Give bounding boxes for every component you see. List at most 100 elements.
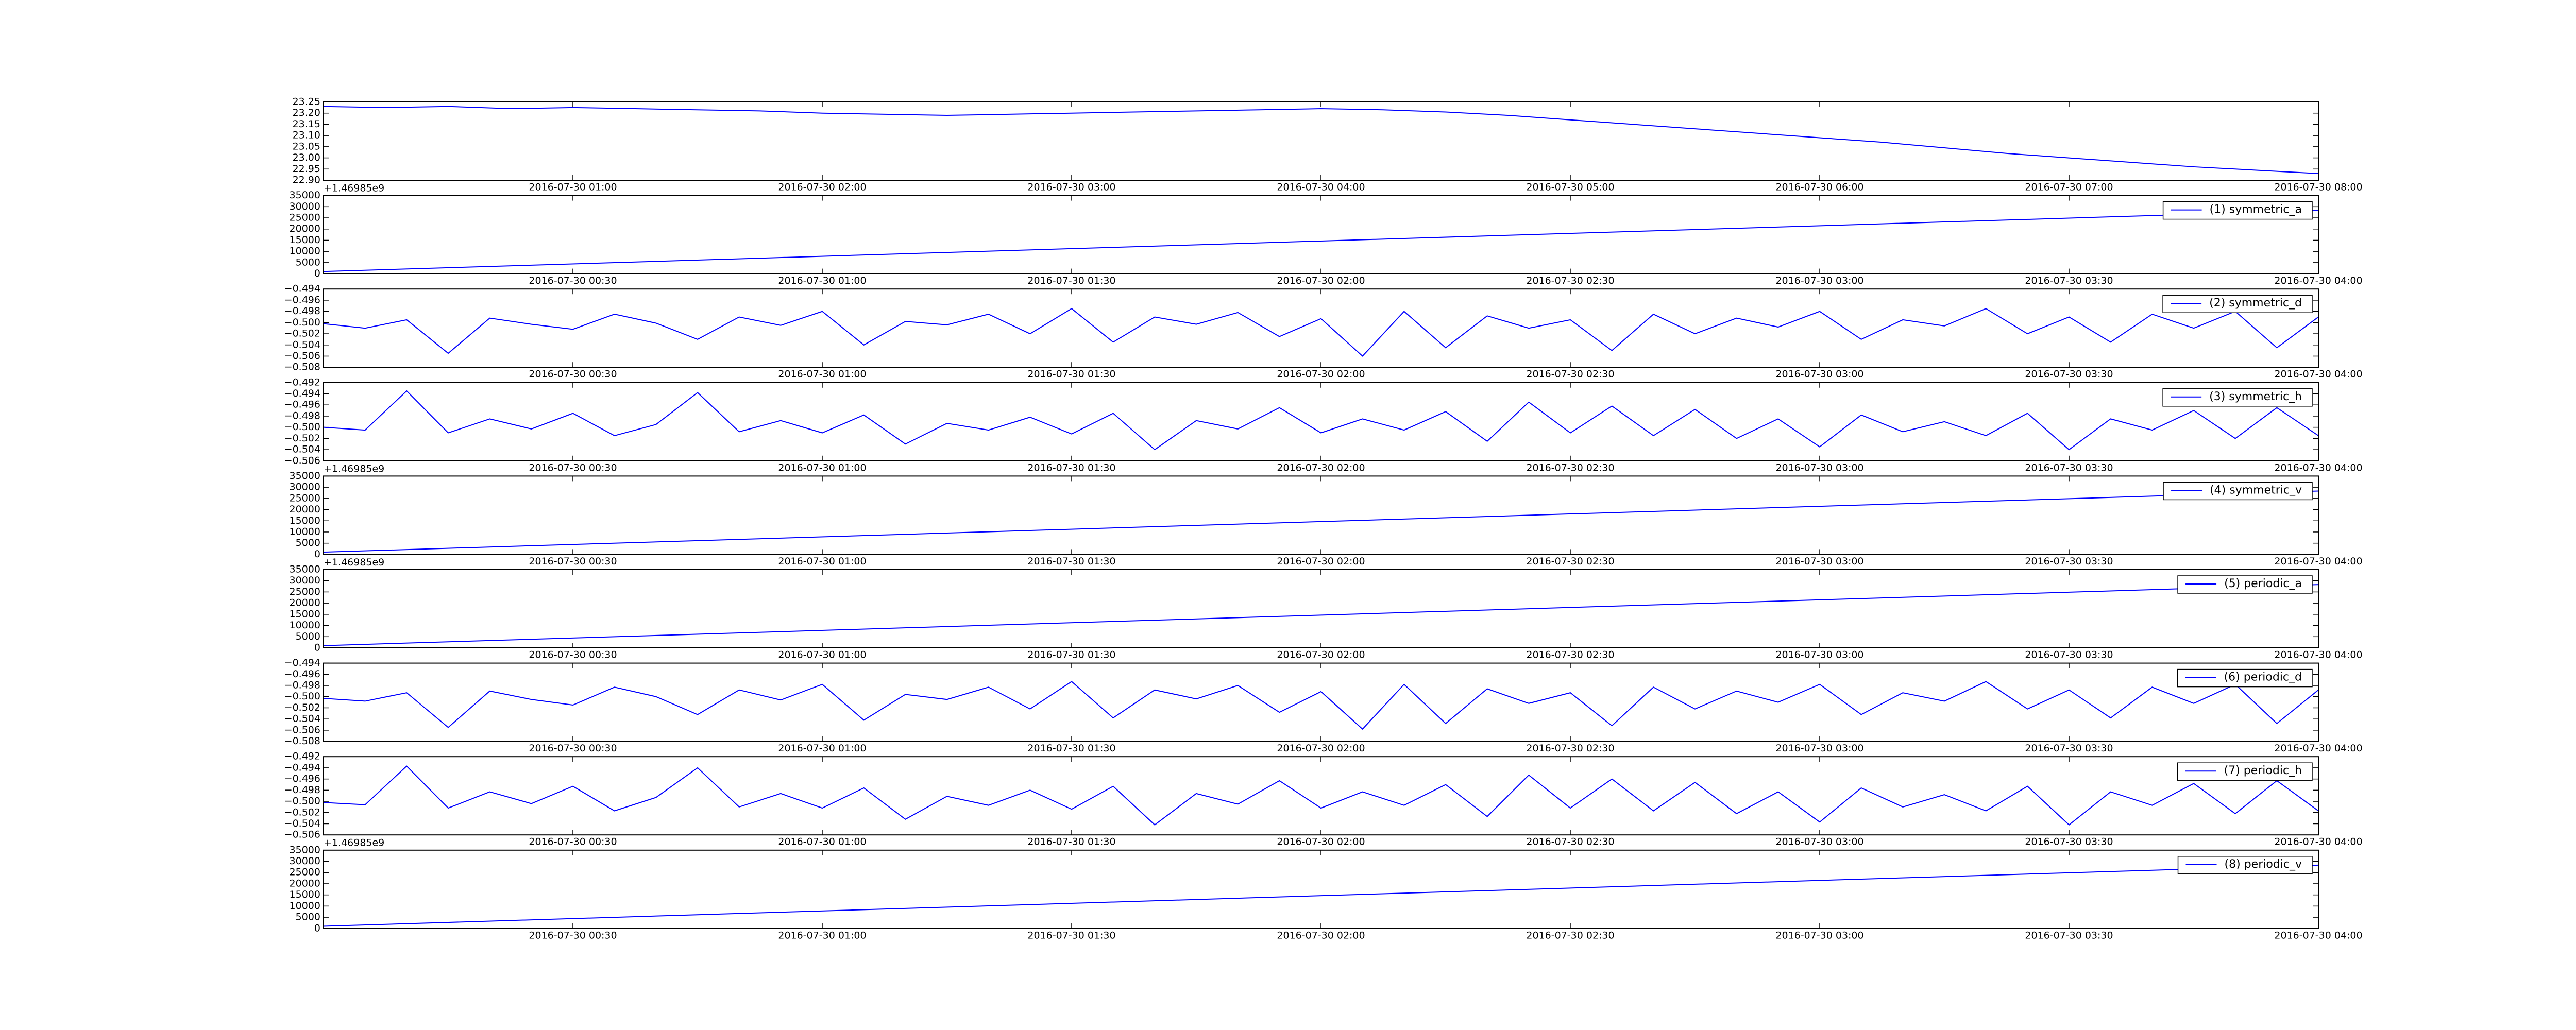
subplot: 22.9022.9523.0023.0523.1023.1523.2023.25…	[293, 96, 2363, 194]
x-tick-label: 2016-07-30 04:00	[2274, 556, 2362, 567]
axes-frame	[323, 288, 2319, 368]
x-tick-label: 2016-07-30 01:00	[778, 369, 866, 380]
x-tick-label: 2016-07-30 02:00	[1277, 649, 1365, 661]
legend: (3) symmetric_h	[2162, 388, 2313, 407]
y-tick-label: −0.504	[284, 818, 320, 829]
x-tick-label: 2016-07-30 01:00	[778, 930, 866, 941]
x-tick-label: 2016-07-30 03:30	[2025, 743, 2113, 754]
legend-label: (8) periodic_v	[2225, 858, 2302, 871]
y-tick-label: −0.494	[284, 283, 320, 295]
y-tick-label: 0	[314, 268, 320, 279]
y-tick-label: −0.496	[284, 399, 320, 410]
offset-text: +1.46985e9	[324, 557, 384, 568]
subplot: −0.506−0.504−0.502−0.500−0.498−0.496−0.4…	[284, 376, 2363, 474]
y-tick-label: −0.502	[284, 806, 320, 818]
y-tick-label: 5000	[296, 537, 320, 548]
y-tick-label: 23.10	[293, 130, 320, 141]
y-tick-label: 10000	[290, 246, 320, 257]
x-tick-label: 2016-07-30 01:30	[1027, 462, 1115, 473]
y-tick-label: 30000	[290, 482, 320, 493]
y-tick-label: 5000	[296, 631, 320, 642]
x-tick-label: 2016-07-30 03:30	[2025, 556, 2113, 567]
subplot: −0.508−0.506−0.504−0.502−0.500−0.498−0.4…	[284, 283, 2363, 380]
legend-label: (5) periodic_a	[2224, 577, 2302, 590]
x-tick-label: 2016-07-30 01:30	[1027, 930, 1115, 941]
y-tick-label: 0	[314, 642, 320, 654]
y-tick-label: 20000	[290, 223, 320, 234]
legend: (8) periodic_v	[2177, 856, 2313, 874]
x-tick-label: 2016-07-30 03:30	[2025, 462, 2113, 473]
y-tick-label: −0.498	[284, 680, 320, 691]
series-line	[324, 864, 2318, 927]
subplot: −0.506−0.504−0.502−0.500−0.498−0.496−0.4…	[284, 751, 2363, 849]
x-tick-label: 2016-07-30 02:30	[1526, 649, 1614, 661]
legend-label: (4) symmetric_v	[2210, 484, 2302, 496]
x-tick-label: 2016-07-30 01:30	[1027, 556, 1115, 567]
axes-frame	[323, 101, 2319, 181]
x-tick-label: 2016-07-30 03:00	[1775, 556, 1863, 567]
x-tick-label: 2016-07-30 03:30	[2025, 369, 2113, 380]
x-tick-label: 2016-07-30 02:00	[1277, 462, 1365, 473]
y-tick-label: 23.00	[293, 152, 320, 163]
x-tick-label: 2016-07-30 08:00	[2274, 182, 2362, 193]
x-tick-label: 2016-07-30 01:00	[778, 743, 866, 754]
x-tick-label: 2016-07-30 00:30	[529, 275, 617, 286]
x-tick-label: 2016-07-30 02:30	[1526, 836, 1614, 848]
y-tick-label: −0.500	[284, 796, 320, 807]
y-tick-label: 25000	[290, 586, 320, 597]
x-tick-label: 2016-07-30 04:00	[1277, 182, 1365, 193]
x-tick-label: 2016-07-30 07:00	[2025, 182, 2113, 193]
x-tick-label: 2016-07-30 02:00	[1277, 369, 1365, 380]
legend: (5) periodic_a	[2177, 575, 2313, 594]
x-tick-label: 2016-07-30 01:30	[1027, 275, 1115, 286]
x-tick-label: 2016-07-30 01:00	[778, 649, 866, 661]
plot-area	[324, 390, 2318, 451]
x-tick-label: 2016-07-30 00:30	[529, 836, 617, 848]
x-tick-label: 2016-07-30 00:30	[529, 556, 617, 567]
offset-text: +1.46985e9	[324, 837, 384, 849]
x-tick-label: 2016-07-30 03:00	[1775, 743, 1863, 754]
series-line	[324, 390, 2318, 451]
x-tick-label: 2016-07-30 02:00	[1277, 275, 1365, 286]
y-tick-label: 20000	[290, 504, 320, 515]
y-tick-label: 35000	[290, 564, 320, 575]
x-tick-label: 2016-07-30 04:00	[2274, 275, 2362, 286]
y-tick-label: −0.494	[284, 762, 320, 773]
axes-frame	[323, 756, 2319, 836]
x-tick-label: 2016-07-30 04:00	[2274, 836, 2362, 848]
y-tick-label: −0.508	[284, 735, 320, 747]
y-tick-label: −0.508	[284, 362, 320, 373]
x-tick-label: 2016-07-30 00:30	[529, 649, 617, 661]
y-tick-label: 25000	[290, 492, 320, 504]
series-line	[324, 490, 2318, 553]
y-tick-label: 30000	[290, 201, 320, 212]
y-tick-label: 15000	[290, 889, 320, 900]
y-tick-label: −0.496	[284, 773, 320, 784]
y-tick-label: −0.498	[284, 305, 320, 317]
y-tick-label: −0.502	[284, 433, 320, 444]
legend-label: (7) periodic_h	[2224, 764, 2302, 777]
x-tick-label: 2016-07-30 04:00	[2274, 649, 2362, 661]
y-tick-label: −0.504	[284, 339, 320, 350]
x-tick-label: 2016-07-30 02:30	[1526, 462, 1614, 473]
y-tick-label: −0.494	[284, 388, 320, 399]
y-tick-label: −0.502	[284, 702, 320, 713]
x-tick-label: 2016-07-30 04:00	[2274, 743, 2362, 754]
y-tick-label: 22.90	[293, 175, 320, 186]
x-tick-label: 2016-07-30 01:30	[1027, 743, 1115, 754]
x-tick-label: 2016-07-30 02:30	[1526, 275, 1614, 286]
plot-area	[324, 765, 2318, 826]
series-line	[324, 106, 2318, 174]
y-tick-label: 25000	[290, 212, 320, 224]
x-tick-label: 2016-07-30 04:00	[2274, 369, 2362, 380]
x-tick-label: 2016-07-30 02:00	[1277, 836, 1365, 848]
y-tick-label: 30000	[290, 855, 320, 867]
y-tick-label: 5000	[296, 912, 320, 923]
plot-area	[324, 864, 2318, 927]
y-tick-label: 20000	[290, 878, 320, 889]
x-tick-label: 2016-07-30 04:00	[2274, 930, 2362, 941]
